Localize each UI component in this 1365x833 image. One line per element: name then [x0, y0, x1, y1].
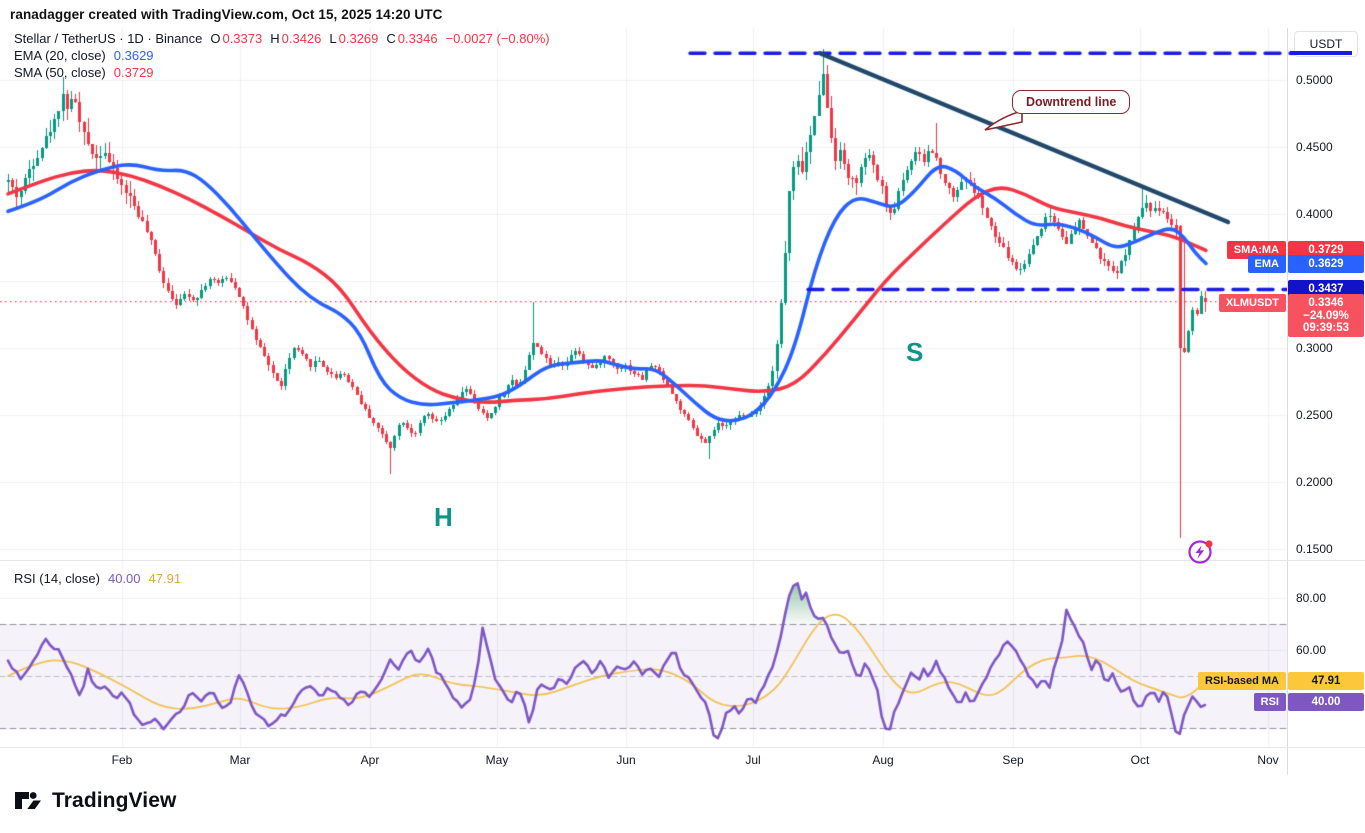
tradingview-logo[interactable]: TradingView	[13, 787, 176, 815]
sma-legend[interactable]: SMA (50, close) 0.3729	[14, 65, 154, 80]
attribution-text: ranadagger created with TradingView.com,…	[10, 7, 443, 22]
symbol-title: Stellar / TetherUS · 1D · Binance	[14, 31, 203, 46]
price-tick: 0.2000	[1296, 475, 1333, 489]
low-value: 0.3269	[338, 31, 379, 46]
month-label-oct: Oct	[1130, 753, 1150, 767]
rsi-ma-axis-tag: RSI-based MA	[1198, 672, 1286, 690]
month-label-feb: Feb	[111, 753, 133, 767]
high-label: H	[270, 31, 280, 46]
price-tick: 0.3000	[1296, 341, 1333, 355]
support-level-axis-value: 0.3437	[1288, 280, 1364, 298]
sma-axis-value: 0.3729	[1288, 241, 1364, 259]
ema-axis-value: 0.3629	[1288, 255, 1364, 273]
symbol-legend[interactable]: Stellar / TetherUS · 1D · Binance O 0.3373…	[14, 31, 550, 46]
month-label-apr: Apr	[360, 753, 380, 767]
last-price-countdown: 09:39:53	[1302, 322, 1350, 334]
month-label-jul: Jul	[745, 753, 761, 767]
open-value: 0.3373	[222, 31, 263, 46]
symbol-axis-tag: XLMUSDT	[1218, 294, 1286, 312]
rsi-tick: 80.00	[1296, 591, 1327, 605]
time-axis-border	[0, 747, 1365, 748]
month-label-sep: Sep	[1002, 753, 1024, 767]
tradingview-mark-icon	[15, 792, 41, 809]
tradingview-wordmark: TradingView	[52, 789, 177, 812]
downtrend-callout[interactable]: Downtrend line	[1012, 90, 1131, 114]
lightning-alert-icon[interactable]	[1186, 537, 1216, 567]
rsi-name: RSI (14, close)	[14, 571, 100, 586]
rsi-legend[interactable]: RSI (14, close) 40.00 47.91	[14, 571, 181, 586]
price-tick: 0.1500	[1296, 542, 1333, 556]
last-price-value: 0.3346	[1308, 297, 1344, 309]
pane-separator[interactable]	[0, 560, 1365, 561]
month-label-jun: Jun	[616, 753, 636, 767]
last-price-change: −24.09%	[1303, 309, 1349, 322]
last-price-axis-label: 0.3346 −24.09% 09:39:53	[1288, 294, 1364, 337]
rsi-axis-tag: RSI	[1253, 693, 1286, 711]
price-tick: 0.4000	[1296, 207, 1333, 221]
rsi-ma-value: 47.91	[148, 571, 182, 586]
month-label-aug: Aug	[872, 753, 894, 767]
resistance-line-axis-marker	[1290, 51, 1352, 55]
ema-name: EMA (20, close)	[14, 48, 106, 63]
rsi-tick: 60.00	[1296, 643, 1327, 657]
ema-value: 0.3629	[113, 48, 154, 63]
open-label: O	[210, 31, 221, 46]
annotation-letter-s[interactable]: S	[906, 337, 924, 367]
low-label: L	[329, 31, 337, 46]
ema-legend[interactable]: EMA (20, close) 0.3629	[14, 48, 154, 63]
month-label-may: May	[485, 753, 509, 767]
price-tick: 0.2500	[1296, 408, 1333, 422]
close-value: 0.3346	[397, 31, 438, 46]
sma-value: 0.3729	[113, 65, 154, 80]
month-label-mar: Mar	[229, 753, 251, 767]
sma-name: SMA (50, close)	[14, 65, 106, 80]
ema-axis-tag: EMA	[1247, 255, 1286, 273]
price-axis-border	[1287, 28, 1288, 775]
price-tick: 0.5000	[1296, 73, 1333, 87]
month-label-nov: Nov	[1257, 753, 1279, 767]
rsi-axis-value: 40.00	[1288, 693, 1364, 711]
sma-axis-tag: SMA:MA	[1226, 241, 1286, 259]
price-tick: 0.4500	[1296, 140, 1333, 154]
annotation-letter-h[interactable]: H	[434, 502, 453, 532]
change-value: −0.0027 (−0.80%)	[445, 31, 550, 46]
high-value: 0.3426	[281, 31, 322, 46]
rsi-value: 40.00	[107, 571, 141, 586]
rsi-ma-axis-value: 47.91	[1288, 672, 1364, 690]
close-label: C	[386, 31, 396, 46]
